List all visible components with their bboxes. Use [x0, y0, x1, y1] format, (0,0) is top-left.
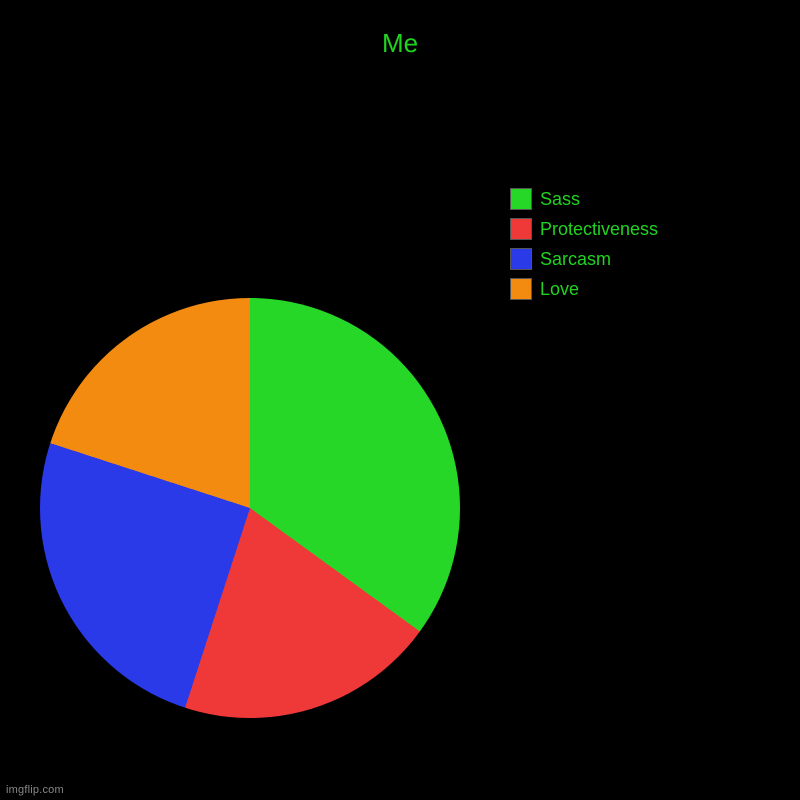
legend-swatch-sarcasm: [510, 248, 532, 270]
legend-label: Love: [540, 279, 579, 300]
legend-item: Sarcasm: [510, 248, 658, 270]
legend-swatch-protectiveness: [510, 218, 532, 240]
legend-item: Love: [510, 278, 658, 300]
legend-label: Sass: [540, 189, 580, 210]
legend-label: Sarcasm: [540, 249, 611, 270]
legend: Sass Protectiveness Sarcasm Love: [510, 188, 658, 308]
chart-title: Me: [0, 28, 800, 59]
legend-item: Sass: [510, 188, 658, 210]
legend-swatch-love: [510, 278, 532, 300]
legend-swatch-sass: [510, 188, 532, 210]
pie-chart: [40, 298, 460, 718]
legend-item: Protectiveness: [510, 218, 658, 240]
legend-label: Protectiveness: [540, 219, 658, 240]
watermark: imgflip.com: [6, 784, 64, 796]
pie-chart-container: [40, 298, 460, 718]
